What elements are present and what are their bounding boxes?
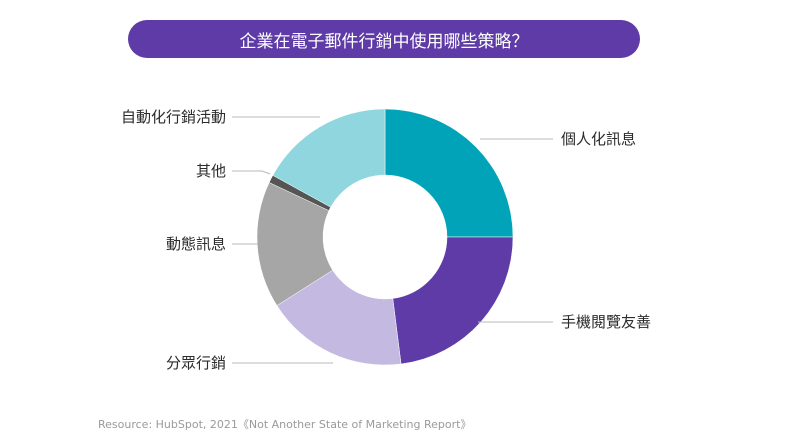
donut-slices — [256, 108, 514, 366]
leader-lines — [232, 116, 553, 364]
slice-label-6: 自動化行銷活動 — [121, 108, 226, 126]
chart-title-banner: 企業在電子郵件行銷中使用哪些策略？ — [128, 20, 640, 58]
slice-label-3: 分眾行銷 — [166, 354, 226, 372]
slice-label-1: 個人化訊息 — [561, 130, 636, 148]
slice-label-4: 動態訊息 — [166, 235, 226, 253]
slice-label-5: 其他 — [196, 162, 226, 180]
chart-title: 企業在電子郵件行銷中使用哪些策略？ — [239, 31, 529, 52]
slice-2 — [392, 236, 514, 365]
slice-1 — [384, 108, 514, 238]
slice-6 — [272, 108, 386, 208]
source-caption: Resource: HubSpot, 2021《Not Another Stat… — [98, 418, 472, 431]
slice-3 — [276, 269, 402, 366]
slice-label-2: 手機閱覽友善 — [561, 313, 651, 331]
leader-line-5 — [232, 170, 271, 175]
